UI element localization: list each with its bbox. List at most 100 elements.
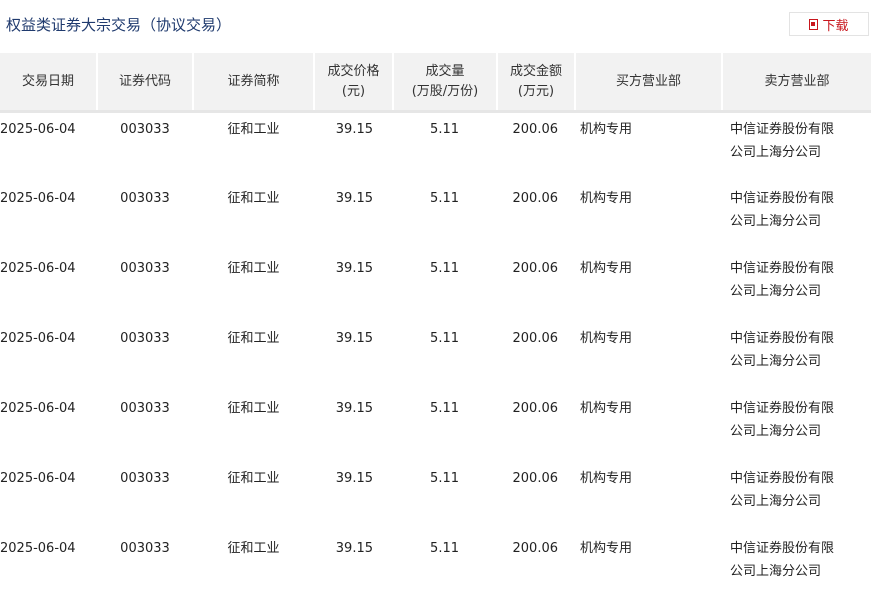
- cell-text: 2025-06-04: [0, 330, 76, 346]
- cell-text: 征和工业: [227, 400, 280, 416]
- cell-text: 200.06: [512, 540, 559, 556]
- cell-text: 中信证券股份有限: [730, 260, 835, 276]
- cell-text: 5.11: [430, 260, 459, 276]
- cell-security-code: 003033: [97, 112, 193, 182]
- cell-buyer-branch: 机构专用: [575, 532, 722, 602]
- cell-security-name: 征和工业: [193, 182, 314, 252]
- header-text: 成交量: [425, 63, 465, 79]
- table-row: 2025-06-04 003033 征和工业 39.15 5.11 200.06 机构专用 中…: [0, 252, 871, 322]
- cell-buyer-branch: 机构专用: [575, 252, 722, 322]
- cell-amount: 200.06: [497, 462, 575, 532]
- header-text: (元): [341, 83, 366, 99]
- cell-text: 中信证券股份有限: [730, 400, 835, 416]
- header-text: 成交金额: [509, 63, 562, 79]
- cell-text: 39.15: [335, 400, 373, 416]
- cell-text: 2025-06-04: [0, 400, 76, 416]
- cell-security-name: 征和工业: [193, 252, 314, 322]
- cell-text: 200.06: [512, 470, 559, 486]
- table-row: 2025-06-04 003033 征和工业 39.15 5.11 200.06 机构专用 中…: [0, 322, 871, 392]
- cell-text: 39.15: [335, 540, 373, 556]
- cell-text: 中信证券股份有限: [730, 470, 835, 486]
- cell-text: 5.11: [430, 330, 459, 346]
- header-price: 成交价格 (元): [313, 53, 393, 112]
- cell-text: 5.11: [430, 470, 459, 486]
- download-label: 下载: [822, 18, 849, 34]
- table-row: 2025-06-04 003033 征和工业 39.15 5.11 200.06 机构专用 中…: [0, 112, 871, 182]
- header-text: (万股/万份): [411, 83, 479, 99]
- cell-seller-branch: 中信证券股份有限 公司上海分公司: [722, 392, 871, 462]
- cell-volume: 5.11: [393, 392, 497, 462]
- cell-text: 公司上海分公司: [730, 145, 822, 160]
- cell-security-code: 003033: [97, 322, 193, 392]
- cell-text: 机构专用: [580, 540, 633, 556]
- cell-text: 39.15: [335, 260, 373, 276]
- header-security-code: 证券代码: [96, 53, 193, 112]
- table-row: 2025-06-04 003033 征和工业 39.15 5.11 200.06 机构专用 中…: [0, 462, 871, 532]
- cell-price: 39.15: [314, 532, 393, 602]
- header-text: 卖方营业部: [764, 73, 830, 89]
- cell-text: 2025-06-04: [0, 190, 76, 206]
- cell-seller-branch: 中信证券股份有限 公司上海分公司: [722, 182, 871, 252]
- cell-amount: 200.06: [497, 392, 575, 462]
- cell-text: 5.11: [430, 122, 459, 137]
- cell-volume: 5.11: [393, 462, 497, 532]
- cell-seller-branch: 中信证券股份有限 公司上海分公司: [722, 252, 871, 322]
- cell-text: 机构专用: [580, 122, 633, 137]
- table-row: 2025-06-04 003033 征和工业 39.15 5.11 200.06 机构专用 中…: [0, 182, 871, 252]
- cell-security-code: 003033: [97, 532, 193, 602]
- header-text: 交易日期: [21, 73, 74, 89]
- cell-text: 机构专用: [580, 400, 633, 416]
- cell-security-name: 征和工业: [193, 392, 314, 462]
- cell-text: 公司上海分公司: [730, 423, 822, 439]
- cell-text: 200.06: [512, 122, 559, 137]
- cell-text: 003033: [120, 540, 170, 556]
- cell-text: 机构专用: [580, 190, 633, 206]
- header-buyer-branch: 买方营业部: [574, 53, 722, 112]
- cell-text: 征和工业: [227, 190, 280, 206]
- cell-text: 003033: [120, 260, 170, 276]
- cell-text: 200.06: [512, 400, 559, 416]
- cell-amount: 200.06: [497, 252, 575, 322]
- cell-price: 39.15: [314, 252, 393, 322]
- cell-volume: 5.11: [393, 252, 497, 322]
- cell-text: 200.06: [512, 190, 559, 206]
- header-seller-branch: 卖方营业部: [721, 53, 871, 112]
- cell-text: 机构专用: [580, 330, 633, 346]
- cell-volume: 5.11: [393, 182, 497, 252]
- pdf-icon: [809, 18, 819, 30]
- download-button[interactable]: 下载: [789, 12, 869, 36]
- cell-security-code: 003033: [97, 462, 193, 532]
- cell-seller-branch: 中信证券股份有限 公司上海分公司: [722, 462, 871, 532]
- cell-text: 5.11: [430, 190, 459, 206]
- cell-security-code: 003033: [97, 252, 193, 322]
- cell-seller-branch: 中信证券股份有限 公司上海分公司: [722, 112, 871, 182]
- cell-text: 机构专用: [580, 470, 633, 486]
- cell-text: 2025-06-04: [0, 260, 76, 276]
- cell-amount: 200.06: [497, 532, 575, 602]
- header-text: 买方营业部: [615, 73, 681, 89]
- cell-text: 39.15: [335, 190, 373, 206]
- cell-text: 公司上海分公司: [730, 563, 822, 579]
- cell-security-name: 征和工业: [193, 112, 314, 182]
- header-text: 成交价格: [327, 63, 380, 79]
- cell-text: 机构专用: [580, 260, 633, 276]
- cell-text: 003033: [120, 190, 170, 206]
- cell-text: 2025-06-04: [0, 540, 76, 556]
- cell-trade-date: 2025-06-04: [0, 322, 97, 392]
- cell-text: 200.06: [512, 330, 559, 346]
- cell-text: 2025-06-04: [0, 470, 76, 486]
- header-amount: 成交金额 (万元): [496, 53, 575, 112]
- cell-trade-date: 2025-06-04: [0, 252, 97, 322]
- cell-security-name: 征和工业: [193, 462, 314, 532]
- cell-text: 征和工业: [227, 540, 280, 556]
- cell-buyer-branch: 机构专用: [575, 392, 722, 462]
- cell-buyer-branch: 机构专用: [575, 322, 722, 392]
- cell-text: 公司上海分公司: [730, 283, 822, 299]
- cell-trade-date: 2025-06-04: [0, 392, 97, 462]
- cell-text: 公司上海分公司: [730, 213, 822, 229]
- cell-text: 公司上海分公司: [730, 353, 822, 369]
- cell-security-name: 征和工业: [193, 322, 314, 392]
- cell-volume: 5.11: [393, 532, 497, 602]
- cell-text: 5.11: [430, 540, 459, 556]
- cell-security-code: 003033: [97, 182, 193, 252]
